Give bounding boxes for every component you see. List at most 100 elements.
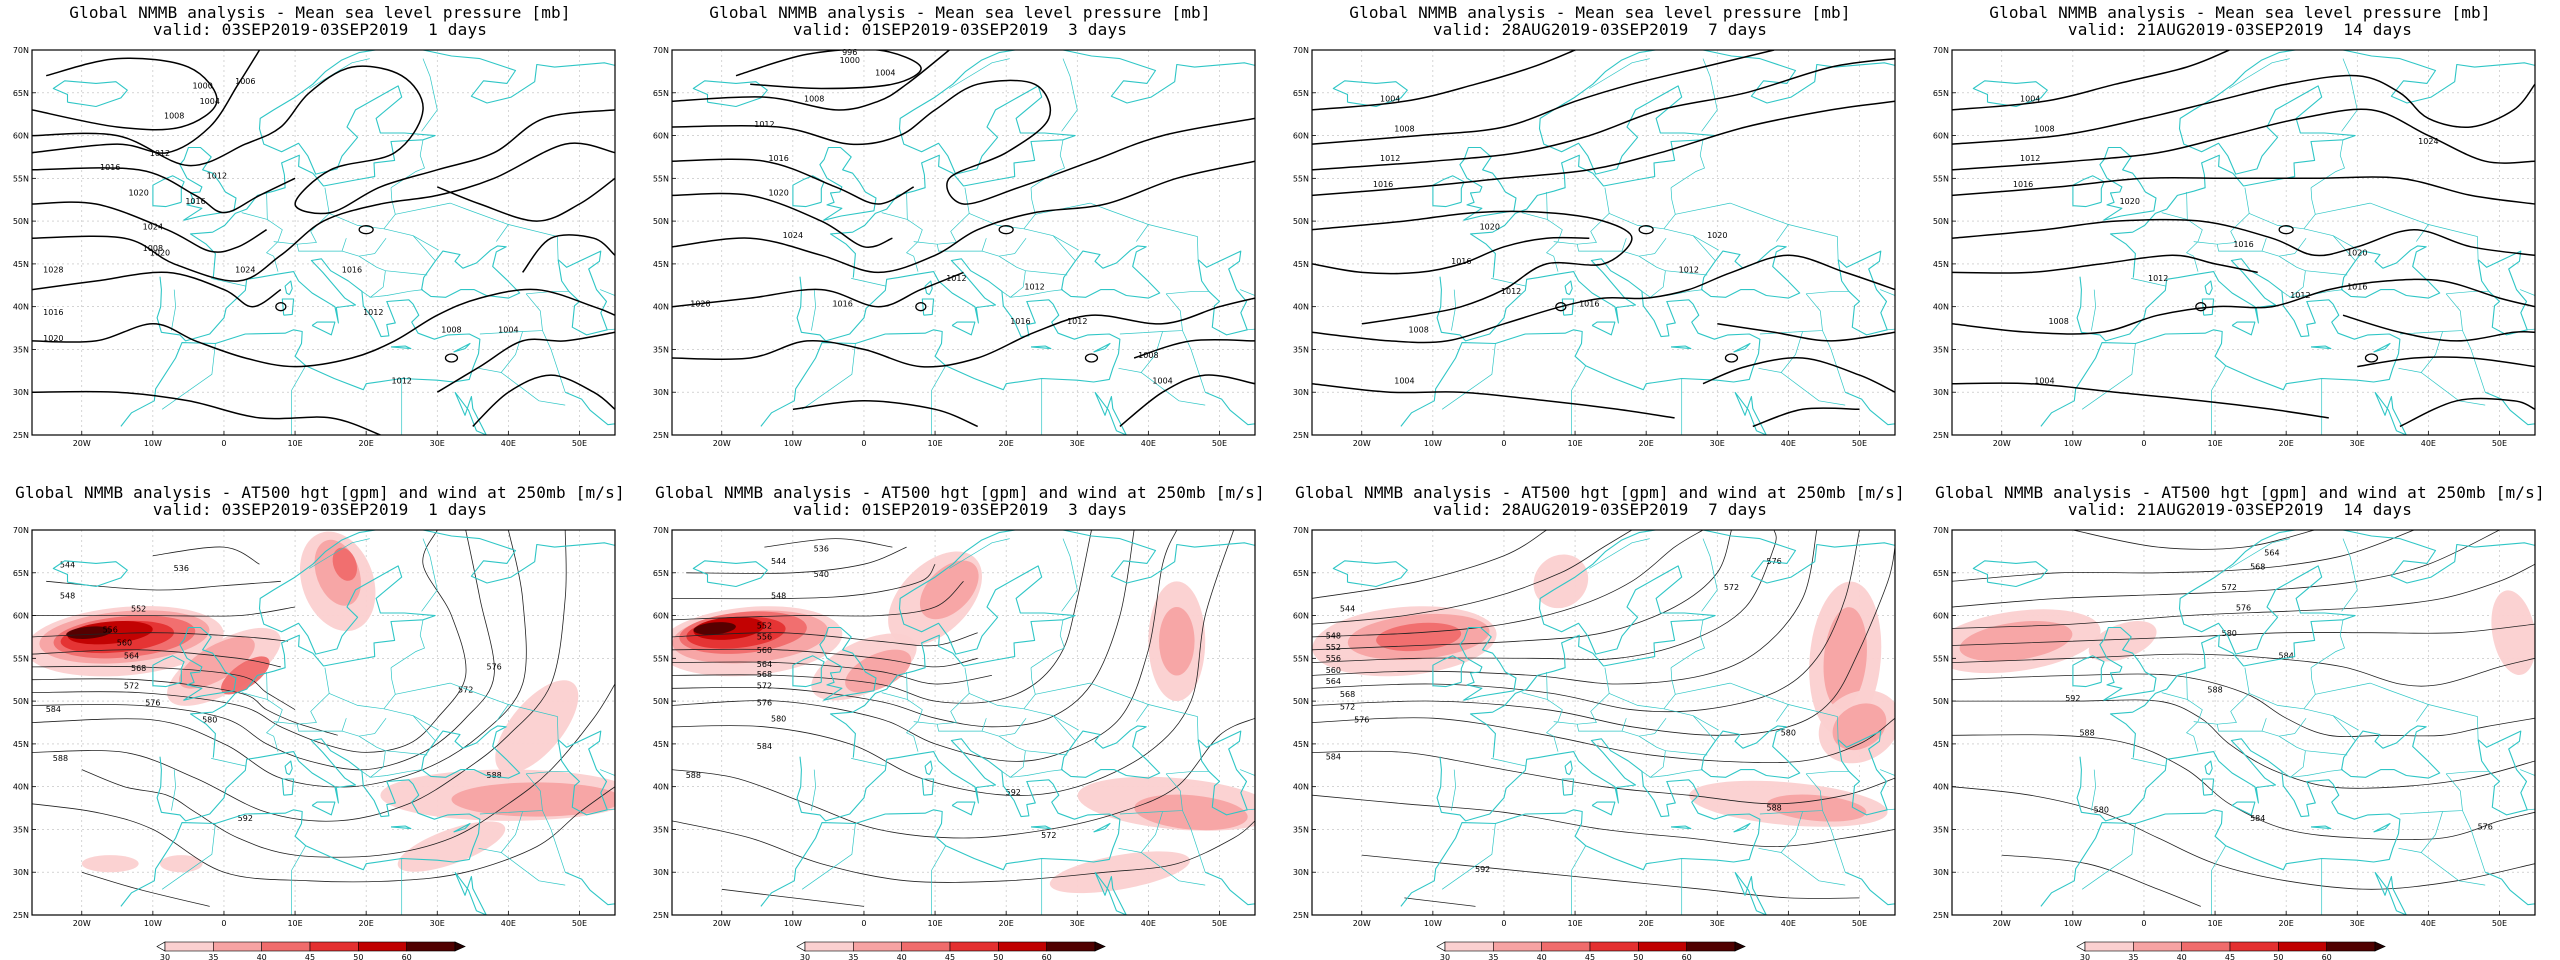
lon-tick-label: 40E	[2421, 919, 2436, 928]
lat-tick-label: 30N	[1933, 388, 1949, 397]
coastline	[1591, 801, 1616, 816]
lat-tick-label: 65N	[1933, 89, 1949, 98]
colorbar-swatch	[2133, 941, 2182, 952]
height-contour-label: 572	[124, 681, 139, 690]
coastline	[2201, 778, 2215, 796]
colorbar-label: 45	[305, 953, 315, 960]
jet-core-shade	[178, 636, 255, 689]
isobar-label: 1000	[192, 82, 212, 91]
country-border	[1140, 372, 1206, 406]
coastline	[1400, 738, 1761, 907]
country-border	[478, 811, 523, 853]
isobar-label: 1016	[342, 265, 362, 274]
isobar-label: 1016	[1373, 180, 1393, 189]
colorbar-label: 50	[2273, 953, 2283, 960]
isobar-label: 1004	[1380, 94, 1400, 103]
country-border	[1441, 343, 1496, 410]
lon-tick-label: 50E	[2492, 439, 2507, 448]
coastline	[2204, 280, 2213, 296]
isobar	[472, 374, 615, 427]
isobar-label: 1008	[164, 111, 184, 120]
country-border	[1239, 289, 1255, 296]
lat-tick-label: 30N	[1933, 868, 1949, 877]
height-contour-label: 536	[174, 564, 189, 573]
isobar-label: 1016	[2233, 240, 2253, 249]
isobar	[792, 400, 978, 428]
country-border	[2193, 667, 2250, 725]
plot-frame	[1311, 529, 1896, 916]
lon-tick-label: 30E	[430, 439, 445, 448]
height-contour	[672, 530, 1235, 796]
colorbar-low-arrow	[156, 941, 166, 952]
jet-core-shade	[81, 855, 139, 873]
lat-tick-label: 30N	[1293, 388, 1309, 397]
lat-tick-label: 60N	[1933, 132, 1949, 141]
country-border	[851, 278, 887, 287]
country-border	[1052, 235, 1079, 251]
closed-isobar	[998, 225, 1014, 235]
lat-tick-label: 30N	[13, 868, 29, 877]
coastline	[1561, 298, 1575, 316]
panel-title: Global NMMB analysis - Mean sea level pr…	[69, 3, 571, 22]
lon-tick-label: 10E	[1567, 919, 1582, 928]
lat-tick-label: 60N	[1933, 612, 1949, 621]
country-border	[2462, 330, 2486, 393]
country-border	[211, 758, 247, 767]
panel-valid-range: valid: 28AUG2019-03SEP2019 7 days	[1432, 20, 1768, 39]
isobar	[1312, 210, 1633, 325]
height-contour	[764, 538, 893, 548]
lon-tick-label: 10W	[2064, 919, 2082, 928]
height-contour-label: 568	[757, 670, 772, 679]
coastline	[284, 760, 293, 776]
isobar-label: 1020	[1480, 223, 1500, 232]
country-border	[1663, 708, 1716, 741]
coastline	[1701, 245, 1801, 299]
country-border	[936, 718, 987, 732]
isobar-label: 1008	[1394, 124, 1414, 133]
lat-tick-label: 55N	[1933, 654, 1949, 663]
panel-z500-1d: Global NMMB analysis - AT500 hgt [gpm] a…	[0, 480, 640, 960]
colorbar-low-arrow	[796, 941, 806, 952]
lat-tick-label: 35N	[13, 825, 29, 834]
coastlines	[52, 530, 615, 915]
country-border	[296, 238, 347, 252]
coastline	[52, 560, 128, 588]
country-border	[412, 235, 439, 251]
lat-tick-label: 55N	[1933, 174, 1949, 183]
coastline	[692, 560, 768, 588]
country-border	[1546, 671, 1548, 700]
height-contour-label: 536	[814, 544, 829, 553]
closed-isobar	[2278, 225, 2294, 235]
country-border	[1649, 750, 1704, 778]
isobar-label: 1020	[768, 188, 788, 197]
panel-mslp-14d: Global NMMB analysis - Mean sea level pr…	[1920, 0, 2560, 480]
country-border	[2211, 845, 2227, 871]
height-contour-label: 580	[2222, 629, 2237, 638]
isobars	[1312, 50, 1895, 428]
country-border	[607, 808, 615, 811]
colorbar-swatch	[998, 941, 1047, 952]
lon-tick-label: 10W	[144, 919, 162, 928]
country-border	[2193, 187, 2250, 245]
country-border	[1148, 224, 1199, 260]
height-contour	[1312, 530, 1547, 599]
coastline	[1332, 80, 1408, 108]
country-border	[341, 717, 387, 737]
lat-tick-label: 35N	[1933, 345, 1949, 354]
lon-tick-label: 10E	[1567, 439, 1582, 448]
coastline	[311, 321, 336, 336]
coastline	[120, 258, 481, 427]
coastline	[1093, 822, 1111, 833]
panel-mslp-1d: Global NMMB analysis - Mean sea level pr…	[0, 0, 640, 480]
country-border	[526, 770, 569, 775]
coastline	[2477, 250, 2528, 336]
closed-isobar	[2195, 302, 2207, 312]
colorbar: 30 35 40 45 50 60	[1436, 941, 1746, 960]
lon-tick-label: 50E	[1852, 919, 1867, 928]
mslp-map: 1004 1008 1012 1016 1020 1016 1012 1008 1004 1012…	[1293, 46, 1896, 448]
country-border	[1247, 328, 1255, 331]
isobar-label: 1016	[832, 300, 852, 309]
isobar-label: 1016	[43, 308, 63, 317]
lat-tick-label: 70N	[1933, 46, 1949, 55]
coastline	[2231, 321, 2256, 336]
